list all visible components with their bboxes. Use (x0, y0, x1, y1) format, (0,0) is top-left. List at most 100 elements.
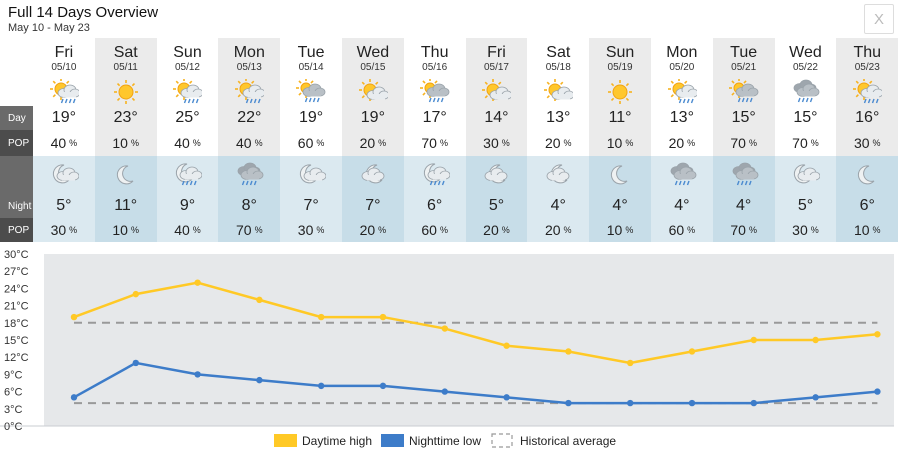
day-header: Tue 05/14 (280, 38, 342, 78)
day-high-temp: 25° (175, 109, 200, 126)
night-low-temp: 7° (341, 194, 404, 218)
day-name: Fri (487, 43, 506, 61)
day-pop-value: 70 (421, 135, 437, 151)
night-pop-value: 10 (606, 222, 623, 238)
pop-unit: % (625, 225, 634, 235)
day-name: Tue (297, 43, 325, 61)
night-pop: 30% (280, 218, 342, 242)
y-tick-label: 30°C (4, 250, 29, 261)
sun-rain-cloud-icon (280, 78, 342, 106)
day-header: Mon 05/13 (218, 38, 281, 78)
nighttime-low-point (565, 399, 572, 407)
day-pop-value: 30 (853, 135, 870, 151)
cloudy-moon-showers-icon (156, 156, 219, 194)
daytime-high-point (379, 313, 387, 321)
day-date: 05/10 (51, 61, 77, 73)
y-tick-label: 3°C (4, 404, 23, 416)
partly-cloudy-moon-icon (465, 156, 528, 194)
day-header: Thu 05/23 (836, 38, 898, 78)
pop-unit: % (748, 225, 757, 235)
daytime-high-point (812, 336, 819, 344)
day-header: Wed 05/22 (775, 38, 837, 78)
night-pop-value: 60 (421, 222, 437, 238)
sun-rain-cloud-icon (712, 78, 775, 106)
day-high-temp: 13° (669, 109, 694, 126)
pop-unit: % (439, 138, 448, 148)
day-pop: 10% (94, 130, 157, 156)
nighttime-low-line (73, 361, 878, 405)
night-pop: 60% (403, 218, 466, 242)
row-label-blank (0, 38, 33, 78)
legend-label: Historical average (520, 434, 616, 448)
night-pop-value: 30 (792, 222, 808, 238)
pop-unit: % (69, 225, 78, 235)
day-date: 05/15 (360, 61, 386, 73)
day-pop: 20% (341, 130, 404, 156)
night-pop: 10% (94, 218, 157, 242)
day-name: Tue (730, 43, 758, 61)
partly-cloudy-moon-icon (341, 156, 404, 194)
date-range: May 10 - May 23 (8, 22, 90, 34)
day-pop: 40% (218, 130, 281, 156)
nighttime-low-point (379, 382, 387, 390)
day-pop-value: 40 (235, 135, 252, 151)
night-low-temp: 4° (589, 194, 651, 218)
day-pop-value: 70 (730, 135, 746, 151)
pop-unit: % (316, 225, 325, 235)
day-pop: 70% (712, 130, 775, 156)
day-pop-value: 40 (174, 135, 190, 151)
pop-unit: % (378, 138, 387, 148)
day-header: Mon 05/20 (651, 38, 713, 78)
row-label-blank (0, 156, 33, 194)
daytime-high-point (132, 290, 139, 298)
legend-swatch (381, 434, 404, 447)
legend-swatch (274, 434, 297, 447)
pop-unit: % (254, 138, 263, 148)
y-tick-label: 6°C (4, 387, 23, 399)
night-pop-value: 10 (112, 222, 128, 238)
night-pop: 30% (774, 218, 837, 242)
day-name: Mon (666, 43, 698, 61)
day-name: Mon (233, 43, 265, 61)
night-pop: 70% (712, 218, 775, 242)
legend-nighttime-low[interactable]: Nighttime low (381, 434, 481, 448)
day-date: 05/19 (607, 61, 633, 73)
day-header: Sat 05/11 (94, 38, 157, 78)
nighttime-low-point (194, 371, 201, 378)
pop-unit: % (378, 225, 387, 235)
legend-historical-average[interactable]: Historical average (491, 433, 616, 448)
day-date: 05/16 (422, 61, 448, 73)
legend-daytime-high[interactable]: Daytime high (274, 434, 372, 448)
daytime-high-point (70, 313, 78, 321)
day-pop-value: 20 (359, 135, 376, 151)
day-pop-value: 20 (544, 135, 561, 151)
nighttime-low-point (874, 388, 881, 395)
partly-cloudy-showers-icon (157, 78, 219, 106)
close-button[interactable]: X (864, 4, 894, 34)
rain-cloud-icon (218, 156, 281, 194)
y-tick-label: 0°C (4, 421, 23, 433)
clear-moon-icon (836, 156, 898, 194)
night-low-temp: 11° (94, 194, 157, 218)
day-name: Sat (113, 43, 138, 61)
day-pop-value: 20 (668, 135, 685, 151)
night-low-temp: 4° (712, 194, 775, 218)
pop-unit: % (130, 138, 139, 148)
nighttime-low-point (750, 399, 757, 407)
day-pop-value: 30 (483, 135, 499, 151)
y-tick-label: 27°C (4, 266, 29, 278)
day-high-temp: 22° (218, 106, 281, 130)
pop-unit: % (130, 225, 139, 235)
pop-unit: % (69, 138, 78, 148)
day-high-temp: 13° (546, 109, 571, 126)
day-name: Fri (54, 43, 74, 61)
day-name: Sat (546, 43, 571, 61)
row-label-pop: POP (0, 130, 33, 156)
night-low-temp: 5° (465, 194, 528, 218)
rain-cloud-icon (775, 78, 837, 106)
day-pop: 40% (33, 130, 95, 156)
pop-unit: % (192, 225, 201, 235)
pop-unit: % (872, 225, 881, 235)
row-label-pop-night: POP (0, 218, 33, 242)
partly-cloudy-showers-icon (33, 78, 95, 106)
